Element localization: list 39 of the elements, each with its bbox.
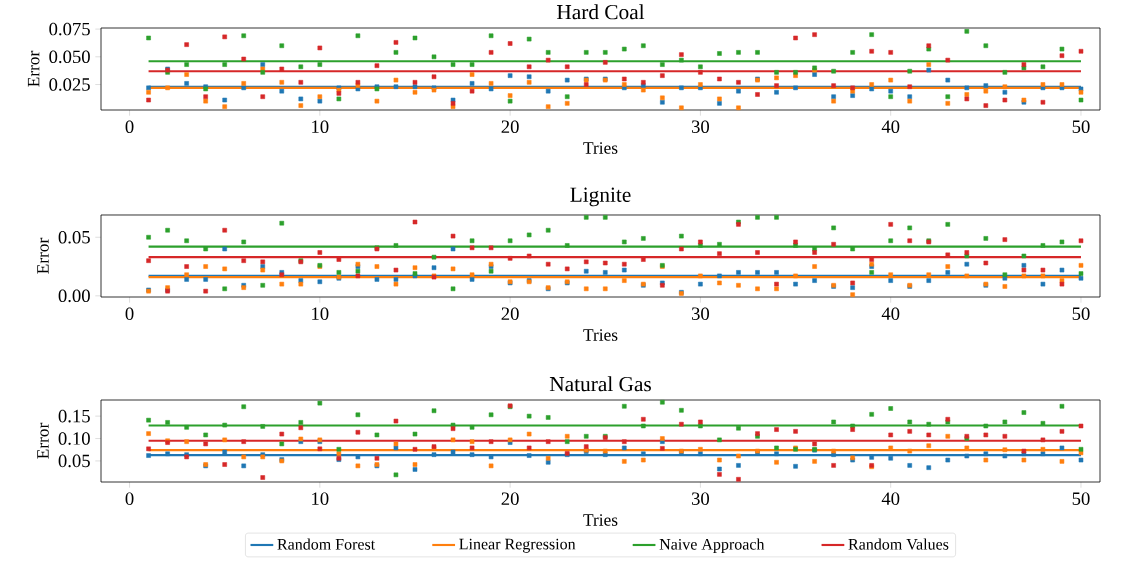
x-tick-label: 10 <box>312 492 329 505</box>
x-axis-title: Tries <box>583 514 618 526</box>
legend-label: Naive Approach <box>659 538 765 553</box>
y-tick-label: 0.025 <box>49 78 90 91</box>
x-tick-label: 20 <box>501 492 519 505</box>
chart-title: Lignite <box>570 187 631 207</box>
x-tick-label: 40 <box>881 307 900 321</box>
chart-title: Natural Gas <box>549 376 651 392</box>
y-axis-title: Error <box>37 237 49 274</box>
x-tick-label: 50 <box>1072 307 1090 321</box>
y-tick-label: 0.05 <box>58 454 90 468</box>
x-tick-label: 30 <box>691 120 710 134</box>
x-tick-label: 10 <box>312 120 329 134</box>
x-tick-label: 0 <box>125 120 134 134</box>
x-tick-label: 50 <box>1072 120 1090 134</box>
x-tick-label: 50 <box>1072 492 1090 505</box>
y-tick-label: 0.050 <box>49 50 90 64</box>
y-axis-title: Error <box>37 422 49 459</box>
x-tick-label: 0 <box>125 307 134 321</box>
x-tick-label: 10 <box>312 307 329 321</box>
x-tick-label: 0 <box>125 492 134 505</box>
y-axis-title: Error <box>27 50 40 87</box>
x-tick-label: 40 <box>881 120 900 134</box>
y-tick-label: 0.10 <box>58 432 90 445</box>
legend-label: Random Values <box>848 538 949 550</box>
x-tick-label: 30 <box>691 492 710 505</box>
y-tick-label: 0.05 <box>58 230 90 244</box>
chart-title: Hard Coal <box>556 4 645 20</box>
x-axis-title: Tries <box>583 142 618 154</box>
y-tick-label: 0.15 <box>58 409 90 423</box>
y-tick-label: 0.00 <box>58 289 90 303</box>
x-tick-label: 20 <box>501 307 519 321</box>
x-tick-label: 30 <box>691 307 710 321</box>
x-axis-title: Tries <box>583 329 618 341</box>
legend-label: Linear Regression <box>459 538 576 553</box>
y-tick-label: 0.075 <box>49 22 90 36</box>
x-tick-label: 40 <box>881 492 900 505</box>
x-tick-label: 20 <box>501 120 519 134</box>
legend-label: Random Forest <box>277 538 376 550</box>
